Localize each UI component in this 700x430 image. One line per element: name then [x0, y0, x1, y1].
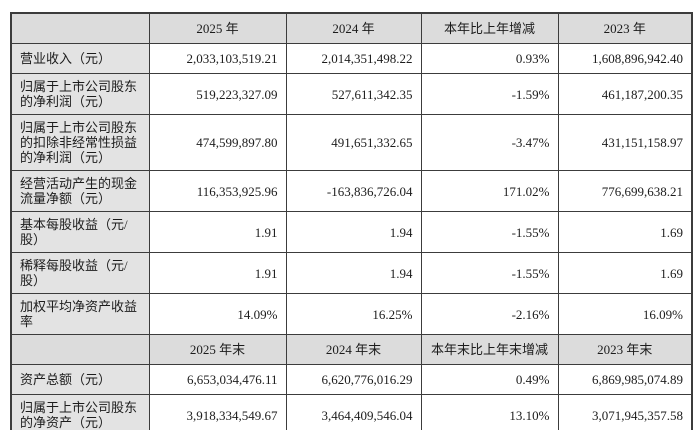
corner-cell — [10, 12, 150, 44]
value-2023-end: 3,071,945,357.58 — [557, 394, 693, 430]
table-row-net-profit-excl-nonrecurring: 归属于上市公司股东的扣除非经常性损益的净利润（元） 474,599,897.80… — [10, 114, 693, 171]
value-2023: 461,187,200.35 — [557, 73, 693, 115]
value-2023: 1.69 — [557, 211, 693, 253]
value-2023: 1,608,896,942.40 — [557, 43, 693, 74]
value-2025: 116,353,925.96 — [148, 170, 287, 212]
value-2023: 16.09% — [557, 293, 693, 335]
row-label: 经营活动产生的现金流量净额（元） — [10, 170, 150, 212]
value-2024: 491,651,332.65 — [285, 114, 422, 171]
col-header-2023-end: 2023 年末 — [557, 334, 693, 365]
value-yoy-change: -1.55% — [420, 252, 559, 294]
value-yoy-change: -3.47% — [420, 114, 559, 171]
value-2024: 1.94 — [285, 211, 422, 253]
value-yoy-change: 0.93% — [420, 43, 559, 74]
corner-cell — [10, 334, 150, 365]
value-2025: 474,599,897.80 — [148, 114, 287, 171]
table-row-basic-eps: 基本每股收益（元/股） 1.91 1.94 -1.55% 1.69 — [10, 211, 693, 253]
table-row-weighted-avg-roe: 加权平均净资产收益率 14.09% 16.25% -2.16% 16.09% — [10, 293, 693, 335]
value-yoy-change: 171.02% — [420, 170, 559, 212]
value-2025-end: 3,918,334,549.67 — [148, 394, 287, 430]
value-yoy-change: -1.59% — [420, 73, 559, 115]
value-2024-end: 3,464,409,546.04 — [285, 394, 422, 430]
period-end-header-row: 2025 年末 2024 年末 本年末比上年末增减 2023 年末 — [10, 334, 693, 365]
row-label: 稀释每股收益（元/股） — [10, 252, 150, 294]
row-label: 加权平均净资产收益率 — [10, 293, 150, 335]
table-row-total-assets: 资产总额（元） 6,653,034,476.11 6,620,776,016.2… — [10, 364, 693, 395]
value-2024: 16.25% — [285, 293, 422, 335]
value-2024: 1.94 — [285, 252, 422, 294]
col-header-2025: 2025 年 — [148, 12, 287, 44]
key-financials-table: 2025 年 2024 年 本年比上年增减 2023 年 营业收入（元） 2,0… — [10, 12, 693, 430]
value-2023: 431,151,158.97 — [557, 114, 693, 171]
value-2024-end: 6,620,776,016.29 — [285, 364, 422, 395]
value-2025-end: 6,653,034,476.11 — [148, 364, 287, 395]
value-yoy-change: -1.55% — [420, 211, 559, 253]
value-2025: 2,033,103,519.21 — [148, 43, 287, 74]
table-row-diluted-eps: 稀释每股收益（元/股） 1.91 1.94 -1.55% 1.69 — [10, 252, 693, 294]
col-header-yoy-change: 本年比上年增减 — [420, 12, 559, 44]
annual-header-row: 2025 年 2024 年 本年比上年增减 2023 年 — [10, 12, 693, 44]
table-row-revenue: 营业收入（元） 2,033,103,519.21 2,014,351,498.2… — [10, 43, 693, 74]
value-yoy-change: -2.16% — [420, 293, 559, 335]
value-end-change: 13.10% — [420, 394, 559, 430]
value-2023: 1.69 — [557, 252, 693, 294]
row-label: 归属于上市公司股东的扣除非经常性损益的净利润（元） — [10, 114, 150, 171]
row-label: 资产总额（元） — [10, 364, 150, 395]
col-header-2023: 2023 年 — [557, 12, 693, 44]
row-label: 归属于上市公司股东的净利润（元） — [10, 73, 150, 115]
value-2023-end: 6,869,985,074.89 — [557, 364, 693, 395]
table-row-net-assets: 归属于上市公司股东的净资产（元） 3,918,334,549.67 3,464,… — [10, 394, 693, 430]
value-2025: 1.91 — [148, 211, 287, 253]
table-row-net-profit: 归属于上市公司股东的净利润（元） 519,223,327.09 527,611,… — [10, 73, 693, 115]
value-2025: 519,223,327.09 — [148, 73, 287, 115]
table-row-operating-cash-flow: 经营活动产生的现金流量净额（元） 116,353,925.96 -163,836… — [10, 170, 693, 212]
value-end-change: 0.49% — [420, 364, 559, 395]
value-2024: -163,836,726.04 — [285, 170, 422, 212]
col-header-2024-end: 2024 年末 — [285, 334, 422, 365]
col-header-2024: 2024 年 — [285, 12, 422, 44]
row-label: 基本每股收益（元/股） — [10, 211, 150, 253]
col-header-2025-end: 2025 年末 — [148, 334, 287, 365]
value-2024: 527,611,342.35 — [285, 73, 422, 115]
col-header-end-change: 本年末比上年末增减 — [420, 334, 559, 365]
row-label: 营业收入（元） — [10, 43, 150, 74]
value-2024: 2,014,351,498.22 — [285, 43, 422, 74]
value-2023: 776,699,638.21 — [557, 170, 693, 212]
value-2025: 14.09% — [148, 293, 287, 335]
value-2025: 1.91 — [148, 252, 287, 294]
row-label: 归属于上市公司股东的净资产（元） — [10, 394, 150, 430]
